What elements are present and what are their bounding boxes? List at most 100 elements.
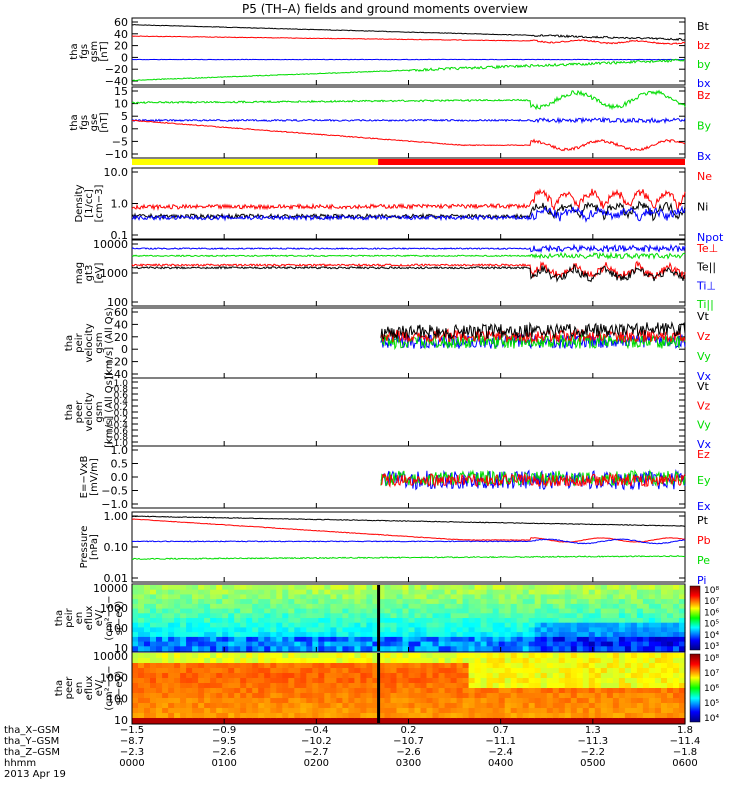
spectro-cell (559, 663, 566, 669)
spectro-cell (294, 632, 301, 637)
spectro-cell (433, 642, 440, 647)
spectro-cell (264, 646, 271, 651)
spectro-cell (270, 708, 277, 714)
spectro-cell (252, 618, 259, 623)
spectro-cell (439, 663, 446, 669)
spectro-cell (324, 585, 331, 590)
spectro-cell (210, 632, 217, 637)
spectro-cell (210, 688, 217, 694)
spectro-cell (481, 713, 488, 719)
spectro-cell (589, 646, 596, 651)
spectro-cell (427, 590, 434, 595)
spectro-cell (415, 693, 422, 699)
spectro-cell (198, 585, 205, 590)
spectro-cell (517, 673, 524, 679)
spectro-cell (222, 683, 229, 689)
trace-pi (132, 539, 685, 544)
spectro-cell (433, 599, 440, 604)
spectro-cell (174, 609, 181, 614)
spectro-cell (625, 642, 632, 647)
spectro-cell (613, 627, 620, 632)
spectro-cell (354, 627, 361, 632)
spectro-cell (661, 708, 668, 714)
spectro-cell (342, 658, 349, 664)
spectro-cell (252, 590, 259, 595)
spectro-cell (306, 693, 313, 699)
spectro-cell (264, 632, 271, 637)
spectro-cell (433, 673, 440, 679)
spectro-cell (156, 590, 163, 595)
spectro-cell (222, 718, 229, 724)
spectro-cell (391, 708, 398, 714)
spectro-cell (451, 618, 458, 623)
spectro-cell (234, 708, 241, 714)
spectro-cell (330, 693, 337, 699)
spectro-cell (348, 613, 355, 618)
spectro-cell (595, 604, 602, 609)
spectro-cell (595, 713, 602, 719)
spectro-cell (421, 678, 428, 684)
spectro-cell (529, 609, 536, 614)
spectro-cell (270, 668, 277, 674)
spectro-cell (234, 594, 241, 599)
spectro-cell (499, 658, 506, 664)
spectro-cell (661, 713, 668, 719)
spectro-cell (541, 642, 548, 647)
spectro-cell (571, 613, 578, 618)
spectro-cell (463, 594, 470, 599)
spectro-cell (234, 713, 241, 719)
spectro-cell (649, 613, 656, 618)
spectro-cell (276, 668, 283, 674)
spectro-cell (535, 713, 542, 719)
spectro-cell (409, 599, 416, 604)
spectro-cell (234, 642, 241, 647)
spectro-cell (577, 585, 584, 590)
spectro-cell (288, 703, 295, 709)
spectro-cell (246, 637, 253, 642)
spectro-cell (457, 688, 464, 694)
spectro-cell (192, 713, 199, 719)
spectro-cell (451, 604, 458, 609)
spectro-cell (403, 673, 410, 679)
spectro-cell (439, 590, 446, 595)
spectro-cell (198, 673, 205, 679)
spectro-cell (180, 683, 187, 689)
spectro-cell (324, 683, 331, 689)
spectro-cell (571, 609, 578, 614)
spectro-cell (517, 585, 524, 590)
spectro-cell (637, 698, 644, 704)
spectro-cell (318, 609, 325, 614)
spectro-cell (505, 590, 512, 595)
spectro-cell (156, 618, 163, 623)
spectro-cell (661, 585, 668, 590)
spectro-cell (252, 703, 259, 709)
spectro-cell (132, 590, 139, 595)
spectro-cell (294, 590, 301, 595)
spectro-cell (306, 599, 313, 604)
spectro-cell (493, 708, 500, 714)
spectro-cell (517, 590, 524, 595)
spectro-cell (168, 668, 175, 674)
spectro-cell (643, 718, 650, 724)
spectro-cell (150, 703, 157, 709)
spectro-cell (523, 653, 530, 659)
spectro-cell (463, 642, 470, 647)
y-axis-label: [nPa] (89, 534, 100, 560)
spectro-cell (577, 604, 584, 609)
spectro-cell (439, 609, 446, 614)
y-tick-label: 15 (114, 85, 128, 98)
spectro-cell (276, 632, 283, 637)
spectro-cell (517, 718, 524, 724)
spectro-cell (342, 646, 349, 651)
spectro-cell (252, 613, 259, 618)
spectro-cell (625, 599, 632, 604)
spectro-cell (649, 627, 656, 632)
spectro-cell (204, 599, 211, 604)
spectro-cell (457, 668, 464, 674)
spectro-cell (625, 637, 632, 642)
spectro-cell (397, 646, 404, 651)
spectro-cell (469, 683, 476, 689)
spectro-cell (583, 688, 590, 694)
spectro-cell (360, 613, 367, 618)
